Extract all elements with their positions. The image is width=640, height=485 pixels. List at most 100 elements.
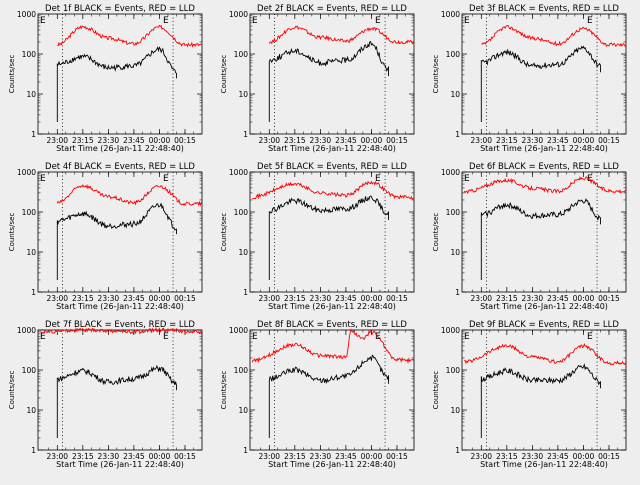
corner-label: E — [40, 174, 46, 184]
plot-frame — [37, 329, 203, 451]
plot-frame — [249, 171, 415, 293]
plot-title: Det 1f BLACK = Events, RED = LLD — [45, 4, 195, 14]
subplot-1: Det 1f BLACK = Events, RED = LLD 1 10 100 10… — [8, 4, 203, 153]
plot-title: Det 6f BLACK = Events, RED = LLD — [469, 162, 619, 172]
x-tick-label: 23:15 — [496, 294, 518, 303]
x-axis-label: Start Time (26-Jan-11 22:48:40) — [480, 302, 608, 311]
x-tick-label: 00:00 — [361, 452, 383, 461]
corner-label: E — [464, 16, 470, 26]
x-tick-label: 00:15 — [386, 136, 408, 145]
y-tick-label: 100 — [22, 50, 37, 59]
x-tick-label: 00:15 — [386, 294, 408, 303]
plot-title: Det 3f BLACK = Events, RED = LLD — [469, 4, 619, 14]
plot-title: Det 2f BLACK = Events, RED = LLD — [257, 4, 407, 14]
y-tick-label: 10 — [450, 248, 460, 257]
series-red-lld — [481, 25, 627, 48]
y-tick-label: 100 — [446, 50, 461, 59]
y-axis-label: Counts/sec — [432, 213, 440, 252]
x-axis-label: Start Time (26-Jan-11 22:48:40) — [268, 460, 396, 469]
y-tick-label: 10 — [238, 90, 248, 99]
y-tick-label: 10 — [26, 90, 36, 99]
corner-label: E — [40, 332, 46, 342]
x-tick-label: 23:30 — [98, 294, 120, 303]
y-tick-label: 1 — [243, 130, 248, 139]
y-axis-label: Counts/sec — [432, 371, 440, 410]
y-tick-label: 1000 — [17, 168, 36, 177]
x-tick-label: 23:45 — [547, 452, 569, 461]
x-axis-label: Start Time (26-Jan-11 22:48:40) — [56, 460, 184, 469]
y-tick-label: 1000 — [441, 10, 460, 19]
y-tick-label: 1 — [31, 446, 36, 455]
x-tick-label: 23:15 — [496, 452, 518, 461]
y-tick-label: 1000 — [17, 326, 36, 335]
series-black-events — [480, 45, 601, 122]
series-red-lld — [268, 25, 415, 45]
plot-frame — [461, 329, 627, 451]
x-tick-label: 23:45 — [547, 136, 569, 145]
series-black-events — [56, 203, 177, 280]
corner-label: E — [252, 332, 258, 342]
y-tick-label: 1 — [455, 446, 460, 455]
x-tick-label: 00:00 — [573, 452, 595, 461]
y-tick-label: 100 — [446, 366, 461, 375]
x-tick-label: 00:15 — [174, 136, 196, 145]
x-tick-label: 23:30 — [522, 294, 544, 303]
y-axis-label: Counts/sec — [8, 371, 16, 410]
y-tick-label: 100 — [446, 208, 461, 217]
plot-title: Det 9f BLACK = Events, RED = LLD — [469, 320, 619, 330]
plot-frame — [461, 13, 627, 135]
y-axis-label: Counts/sec — [220, 371, 228, 410]
x-tick-label: 23:15 — [72, 294, 94, 303]
x-tick-label: 23:30 — [522, 452, 544, 461]
x-axis-label: Start Time (26-Jan-11 22:48:40) — [56, 302, 184, 311]
y-axis-label: Counts/sec — [432, 55, 440, 94]
x-tick-label: 23:15 — [284, 452, 306, 461]
y-axis-label: Counts/sec — [220, 55, 228, 94]
event-marker-label: E — [375, 174, 381, 184]
y-tick-label: 10 — [26, 248, 36, 257]
y-tick-label: 1 — [243, 446, 248, 455]
x-tick-label: 23:00 — [470, 136, 492, 145]
x-tick-label: 23:45 — [335, 294, 357, 303]
y-tick-label: 1000 — [17, 10, 36, 19]
y-tick-label: 10 — [238, 248, 248, 257]
x-axis-label: Start Time (26-Jan-11 22:48:40) — [480, 144, 608, 153]
series-red-lld — [251, 328, 415, 364]
y-tick-label: 1 — [455, 288, 460, 297]
y-tick-label: 1 — [31, 288, 36, 297]
series-black-events — [268, 40, 389, 122]
x-tick-label: 00:15 — [174, 452, 196, 461]
y-tick-label: 10 — [450, 90, 460, 99]
series-red-lld — [57, 24, 203, 48]
plot-frame — [249, 329, 415, 451]
plot-title: Det 7f BLACK = Events, RED = LLD — [45, 320, 195, 330]
x-tick-label: 00:15 — [598, 452, 620, 461]
x-axis-label: Start Time (26-Jan-11 22:48:40) — [480, 460, 608, 469]
y-axis-label: Counts/sec — [8, 55, 16, 94]
x-tick-label: 23:15 — [284, 136, 306, 145]
x-tick-label: 00:15 — [174, 294, 196, 303]
y-tick-label: 10 — [26, 406, 36, 415]
y-tick-label: 1000 — [441, 168, 460, 177]
x-tick-label: 23:15 — [72, 136, 94, 145]
x-tick-label: 23:00 — [258, 136, 280, 145]
x-tick-label: 00:00 — [149, 136, 171, 145]
plot-title: Det 8f BLACK = Events, RED = LLD — [257, 320, 407, 330]
x-tick-label: 23:15 — [284, 294, 306, 303]
series-black-events — [56, 364, 177, 438]
event-marker-label: E — [163, 332, 169, 342]
plot-title: Det 4f BLACK = Events, RED = LLD — [45, 162, 195, 172]
y-tick-label: 100 — [22, 366, 37, 375]
y-tick-label: 100 — [234, 366, 249, 375]
subplot-2: Det 2f BLACK = Events, RED = LLD 1 10 100 10… — [220, 4, 415, 153]
series-red-lld — [56, 184, 203, 207]
subplot-6: Det 6f BLACK = Events, RED = LLD 1 10 100 10… — [432, 162, 627, 311]
x-tick-label: 23:45 — [123, 294, 145, 303]
x-tick-label: 23:30 — [98, 452, 120, 461]
event-marker-label: E — [163, 174, 169, 184]
y-axis-label: Counts/sec — [8, 213, 16, 252]
subplot-7: Det 7f BLACK = Events, RED = LLD 1 10 100 10… — [8, 320, 203, 469]
x-tick-label: 00:00 — [361, 294, 383, 303]
